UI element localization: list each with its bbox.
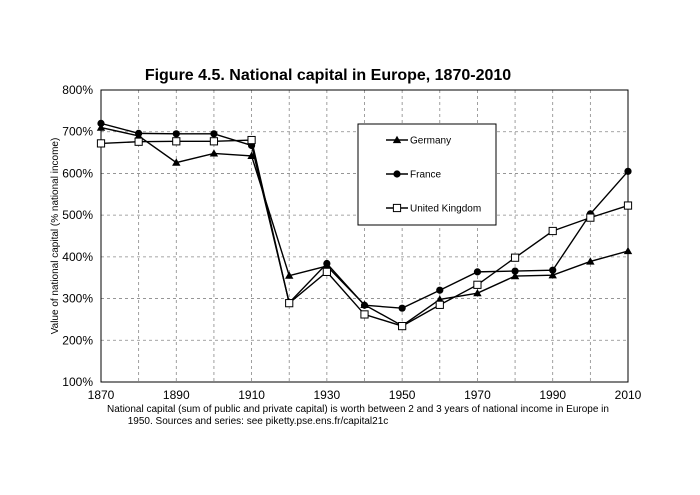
legend-marker-united-kingdom	[392, 203, 402, 213]
x-tick-label: 1930	[314, 388, 341, 402]
data-point-germany	[473, 288, 482, 297]
data-point-united-kingdom	[473, 280, 482, 289]
caption-line-1: National capital (sum of public and priv…	[107, 404, 609, 415]
y-axis-label: Value of national capital (% national in…	[50, 138, 61, 335]
plot-area-frame	[100, 89, 629, 383]
axis-ticks: 1870 1890 1910 1930 1950 1970 1990 2010 100% 200%…	[62, 83, 641, 402]
data-point-germany	[586, 257, 595, 265]
data-point-united-kingdom	[435, 300, 444, 309]
series-group	[96, 119, 633, 331]
data-point-germany	[96, 123, 106, 131]
legend-marker-germany	[392, 135, 402, 144]
data-point-united-kingdom	[209, 137, 219, 146]
data-point-france	[549, 266, 557, 274]
data-point-germany	[435, 295, 444, 303]
data-point-united-kingdom	[96, 139, 106, 148]
y-tick-label: 800%	[62, 83, 93, 97]
data-point-france	[135, 129, 143, 137]
data-point-united-kingdom	[285, 299, 294, 308]
data-point-germany	[172, 158, 181, 166]
data-point-united-kingdom	[586, 213, 595, 222]
y-tick-label: 300%	[62, 292, 93, 306]
legend-label: Germany	[410, 136, 451, 147]
x-tick-label: 1990	[539, 388, 566, 402]
series-united-kingdom	[96, 135, 633, 331]
data-point-united-kingdom	[360, 310, 369, 319]
legend-marker-france	[393, 170, 401, 178]
data-point-france	[511, 267, 519, 275]
y-tick-label: 600%	[62, 166, 93, 180]
data-point-germany	[209, 149, 219, 157]
data-point-france	[97, 119, 105, 127]
x-tick-label: 2010	[615, 388, 642, 402]
data-point-germany	[548, 271, 557, 279]
legend-item-united-kingdom: United Kingdom	[386, 204, 481, 215]
data-point-united-kingdom	[247, 135, 256, 145]
caption-line-2: 1950. Sources and series: see piketty.ps…	[128, 416, 389, 427]
x-tick-label: 1890	[163, 388, 190, 402]
data-point-united-kingdom	[623, 201, 633, 210]
y-tick-label: 100%	[62, 375, 93, 389]
data-point-france	[473, 268, 482, 276]
data-point-germany	[623, 246, 633, 255]
data-point-united-kingdom	[322, 267, 331, 276]
x-tick-label: 1870	[88, 388, 115, 402]
chart-title: Figure 4.5. National capital in Europe, …	[145, 67, 511, 84]
data-point-france	[323, 259, 331, 268]
data-point-united-kingdom	[134, 137, 143, 146]
data-point-france	[360, 301, 369, 309]
data-point-france	[436, 286, 444, 294]
legend: Germany France United Kingdom	[357, 123, 497, 226]
data-point-united-kingdom	[398, 322, 407, 331]
data-point-germany	[285, 271, 294, 279]
y-tick-label: 700%	[62, 125, 93, 139]
data-point-france	[172, 130, 180, 138]
data-point-germany	[510, 271, 520, 280]
data-point-france	[210, 130, 218, 138]
x-tick-label: 1950	[389, 388, 416, 402]
x-tick-label: 1970	[464, 388, 491, 402]
y-tick-label: 400%	[62, 250, 93, 264]
data-point-france	[624, 167, 632, 175]
data-point-france	[398, 304, 406, 312]
legend-label: United Kingdom	[410, 204, 481, 215]
data-point-united-kingdom	[548, 226, 557, 236]
data-point-united-kingdom	[510, 253, 520, 262]
legend-item-germany: Germany	[386, 136, 451, 147]
y-tick-label: 200%	[62, 333, 93, 347]
data-point-united-kingdom	[172, 137, 181, 146]
x-tick-label: 1910	[238, 388, 265, 402]
legend-box	[357, 123, 497, 226]
y-tick-label: 500%	[62, 208, 93, 222]
legend-item-france: France	[386, 170, 442, 181]
legend-label: France	[410, 170, 442, 181]
